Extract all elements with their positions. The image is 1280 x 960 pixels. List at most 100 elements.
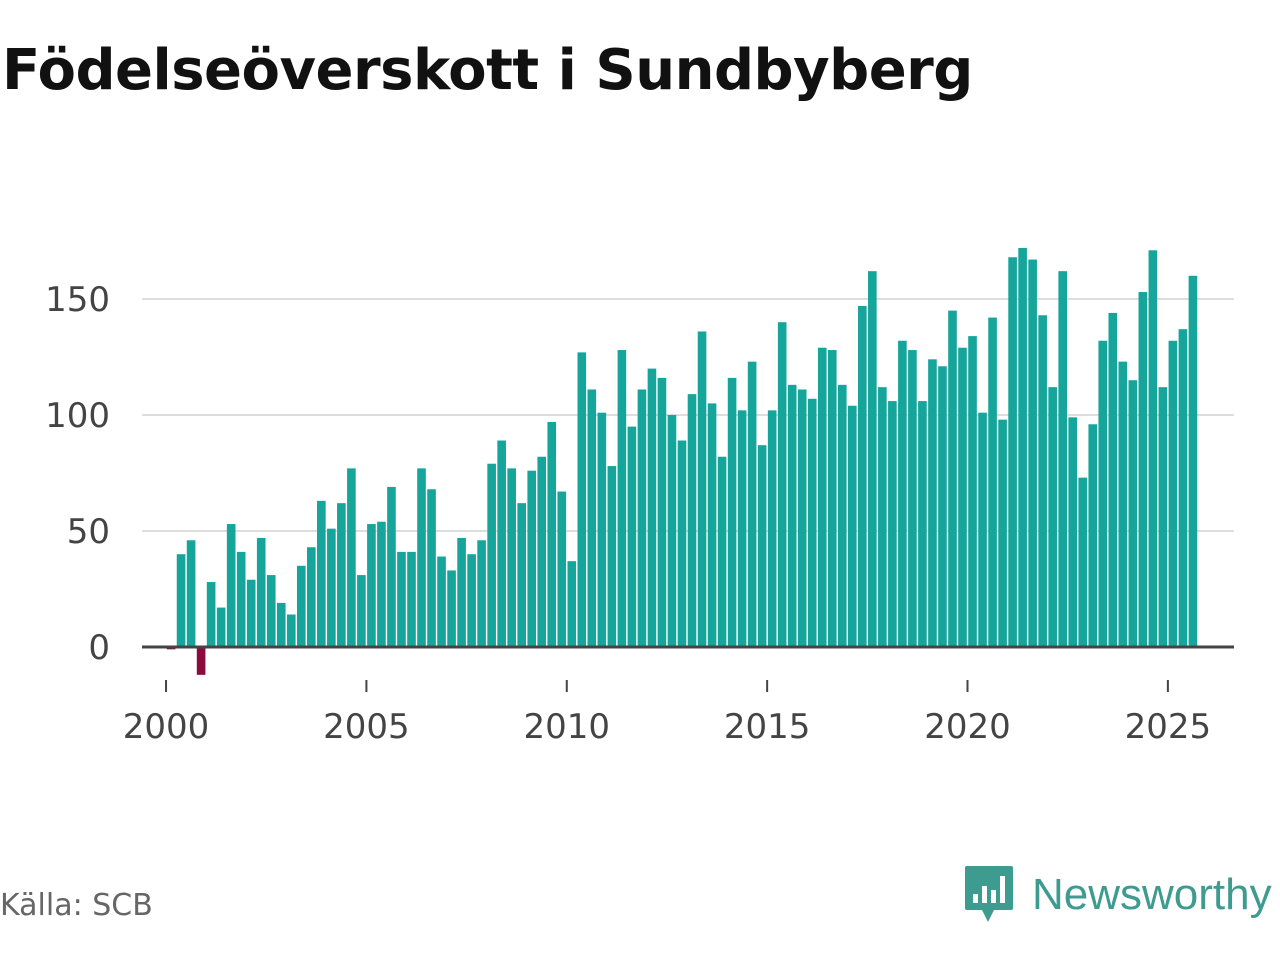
bar bbox=[667, 415, 677, 647]
bar bbox=[767, 410, 777, 647]
bar bbox=[487, 463, 496, 647]
bar bbox=[437, 556, 446, 647]
bars bbox=[166, 247, 1198, 675]
bar bbox=[527, 470, 537, 647]
bar bbox=[196, 647, 206, 675]
chart-title: Födelseöverskott i Sundbyberg bbox=[2, 38, 973, 103]
bar bbox=[777, 322, 787, 647]
bar bbox=[1008, 257, 1017, 647]
bar bbox=[928, 359, 937, 647]
bar bbox=[1028, 259, 1037, 647]
bar bbox=[837, 384, 847, 647]
bar bbox=[1168, 340, 1178, 647]
newsworthy-logo[interactable]: Newsworthy bbox=[964, 864, 1272, 926]
bar bbox=[707, 403, 717, 647]
x-tick-label: 2020 bbox=[924, 707, 1011, 747]
bar bbox=[176, 554, 186, 647]
bar bbox=[948, 310, 957, 647]
bar bbox=[657, 377, 667, 647]
bar bbox=[737, 410, 747, 647]
x-axis-ticks: 2000 2005 2010 2015 2020 2025 bbox=[123, 680, 1211, 747]
bar bbox=[607, 466, 617, 647]
bar bbox=[296, 565, 306, 647]
newsworthy-logo-icon bbox=[965, 866, 1013, 922]
bar bbox=[1128, 380, 1138, 647]
bar bbox=[878, 387, 887, 647]
bar bbox=[968, 336, 977, 647]
bar bbox=[1188, 275, 1198, 647]
bar bbox=[687, 394, 697, 647]
bar bbox=[1118, 361, 1128, 647]
bar bbox=[597, 412, 607, 647]
bar bbox=[958, 347, 967, 647]
bar bbox=[637, 389, 647, 647]
bar bbox=[1048, 387, 1057, 647]
bar bbox=[567, 561, 577, 647]
bar bbox=[577, 352, 587, 647]
bar bbox=[827, 350, 837, 647]
y-tick-label: 150 bbox=[45, 280, 110, 320]
bar bbox=[256, 537, 266, 647]
bar bbox=[507, 468, 516, 647]
bar bbox=[447, 570, 456, 647]
bar bbox=[727, 377, 737, 647]
bar bbox=[216, 607, 226, 647]
y-tick-label: 50 bbox=[67, 512, 110, 552]
bar bbox=[587, 389, 597, 647]
bar bbox=[477, 540, 486, 647]
bar bbox=[868, 271, 877, 647]
x-tick-label: 2010 bbox=[524, 707, 611, 747]
bar bbox=[1098, 340, 1108, 647]
bar bbox=[847, 405, 857, 647]
bar bbox=[717, 456, 727, 647]
bar bbox=[517, 503, 527, 647]
bar bbox=[1068, 417, 1078, 647]
bar bbox=[747, 361, 757, 647]
bar bbox=[327, 528, 336, 647]
x-tick-label: 2005 bbox=[323, 707, 410, 747]
x-tick-label: 2000 bbox=[123, 707, 210, 747]
bar bbox=[236, 551, 246, 647]
bar bbox=[246, 579, 256, 647]
bar bbox=[898, 340, 907, 647]
bar bbox=[427, 489, 436, 647]
bar bbox=[417, 468, 426, 647]
bar bbox=[1148, 250, 1158, 647]
bar bbox=[1018, 247, 1027, 647]
bar bbox=[467, 554, 476, 647]
bar bbox=[276, 602, 286, 647]
bar bbox=[337, 503, 346, 647]
y-tick-label: 100 bbox=[45, 396, 110, 436]
bar bbox=[357, 575, 366, 647]
bar bbox=[397, 551, 406, 647]
bar bbox=[1138, 292, 1148, 647]
bar bbox=[988, 317, 997, 647]
bar bbox=[647, 368, 657, 647]
bar bbox=[807, 398, 817, 647]
bar bbox=[317, 500, 326, 647]
bar bbox=[1088, 424, 1098, 647]
bar bbox=[938, 366, 947, 647]
bar bbox=[307, 547, 316, 647]
bar bbox=[1038, 315, 1047, 647]
bar bbox=[1158, 387, 1168, 647]
bar bbox=[697, 331, 707, 647]
bar bbox=[757, 445, 767, 647]
bar bbox=[377, 521, 386, 647]
bar bbox=[978, 412, 987, 647]
bar bbox=[1178, 329, 1188, 647]
bar bbox=[918, 401, 927, 647]
y-axis-ticks: 0 50 100 150 bbox=[45, 280, 110, 668]
bar bbox=[888, 401, 897, 647]
x-tick-label: 2015 bbox=[724, 707, 811, 747]
bar bbox=[797, 389, 807, 647]
bar bbox=[817, 347, 827, 647]
bar bbox=[266, 575, 276, 647]
bar bbox=[1058, 271, 1067, 647]
bar bbox=[677, 440, 687, 647]
bar bbox=[537, 456, 547, 647]
bar bbox=[286, 614, 296, 647]
bar bbox=[557, 491, 567, 647]
bar-chart: 0 50 100 150 2000 2005 2010 2015 2020 2025 bbox=[45, 247, 1234, 747]
bar bbox=[407, 551, 416, 647]
